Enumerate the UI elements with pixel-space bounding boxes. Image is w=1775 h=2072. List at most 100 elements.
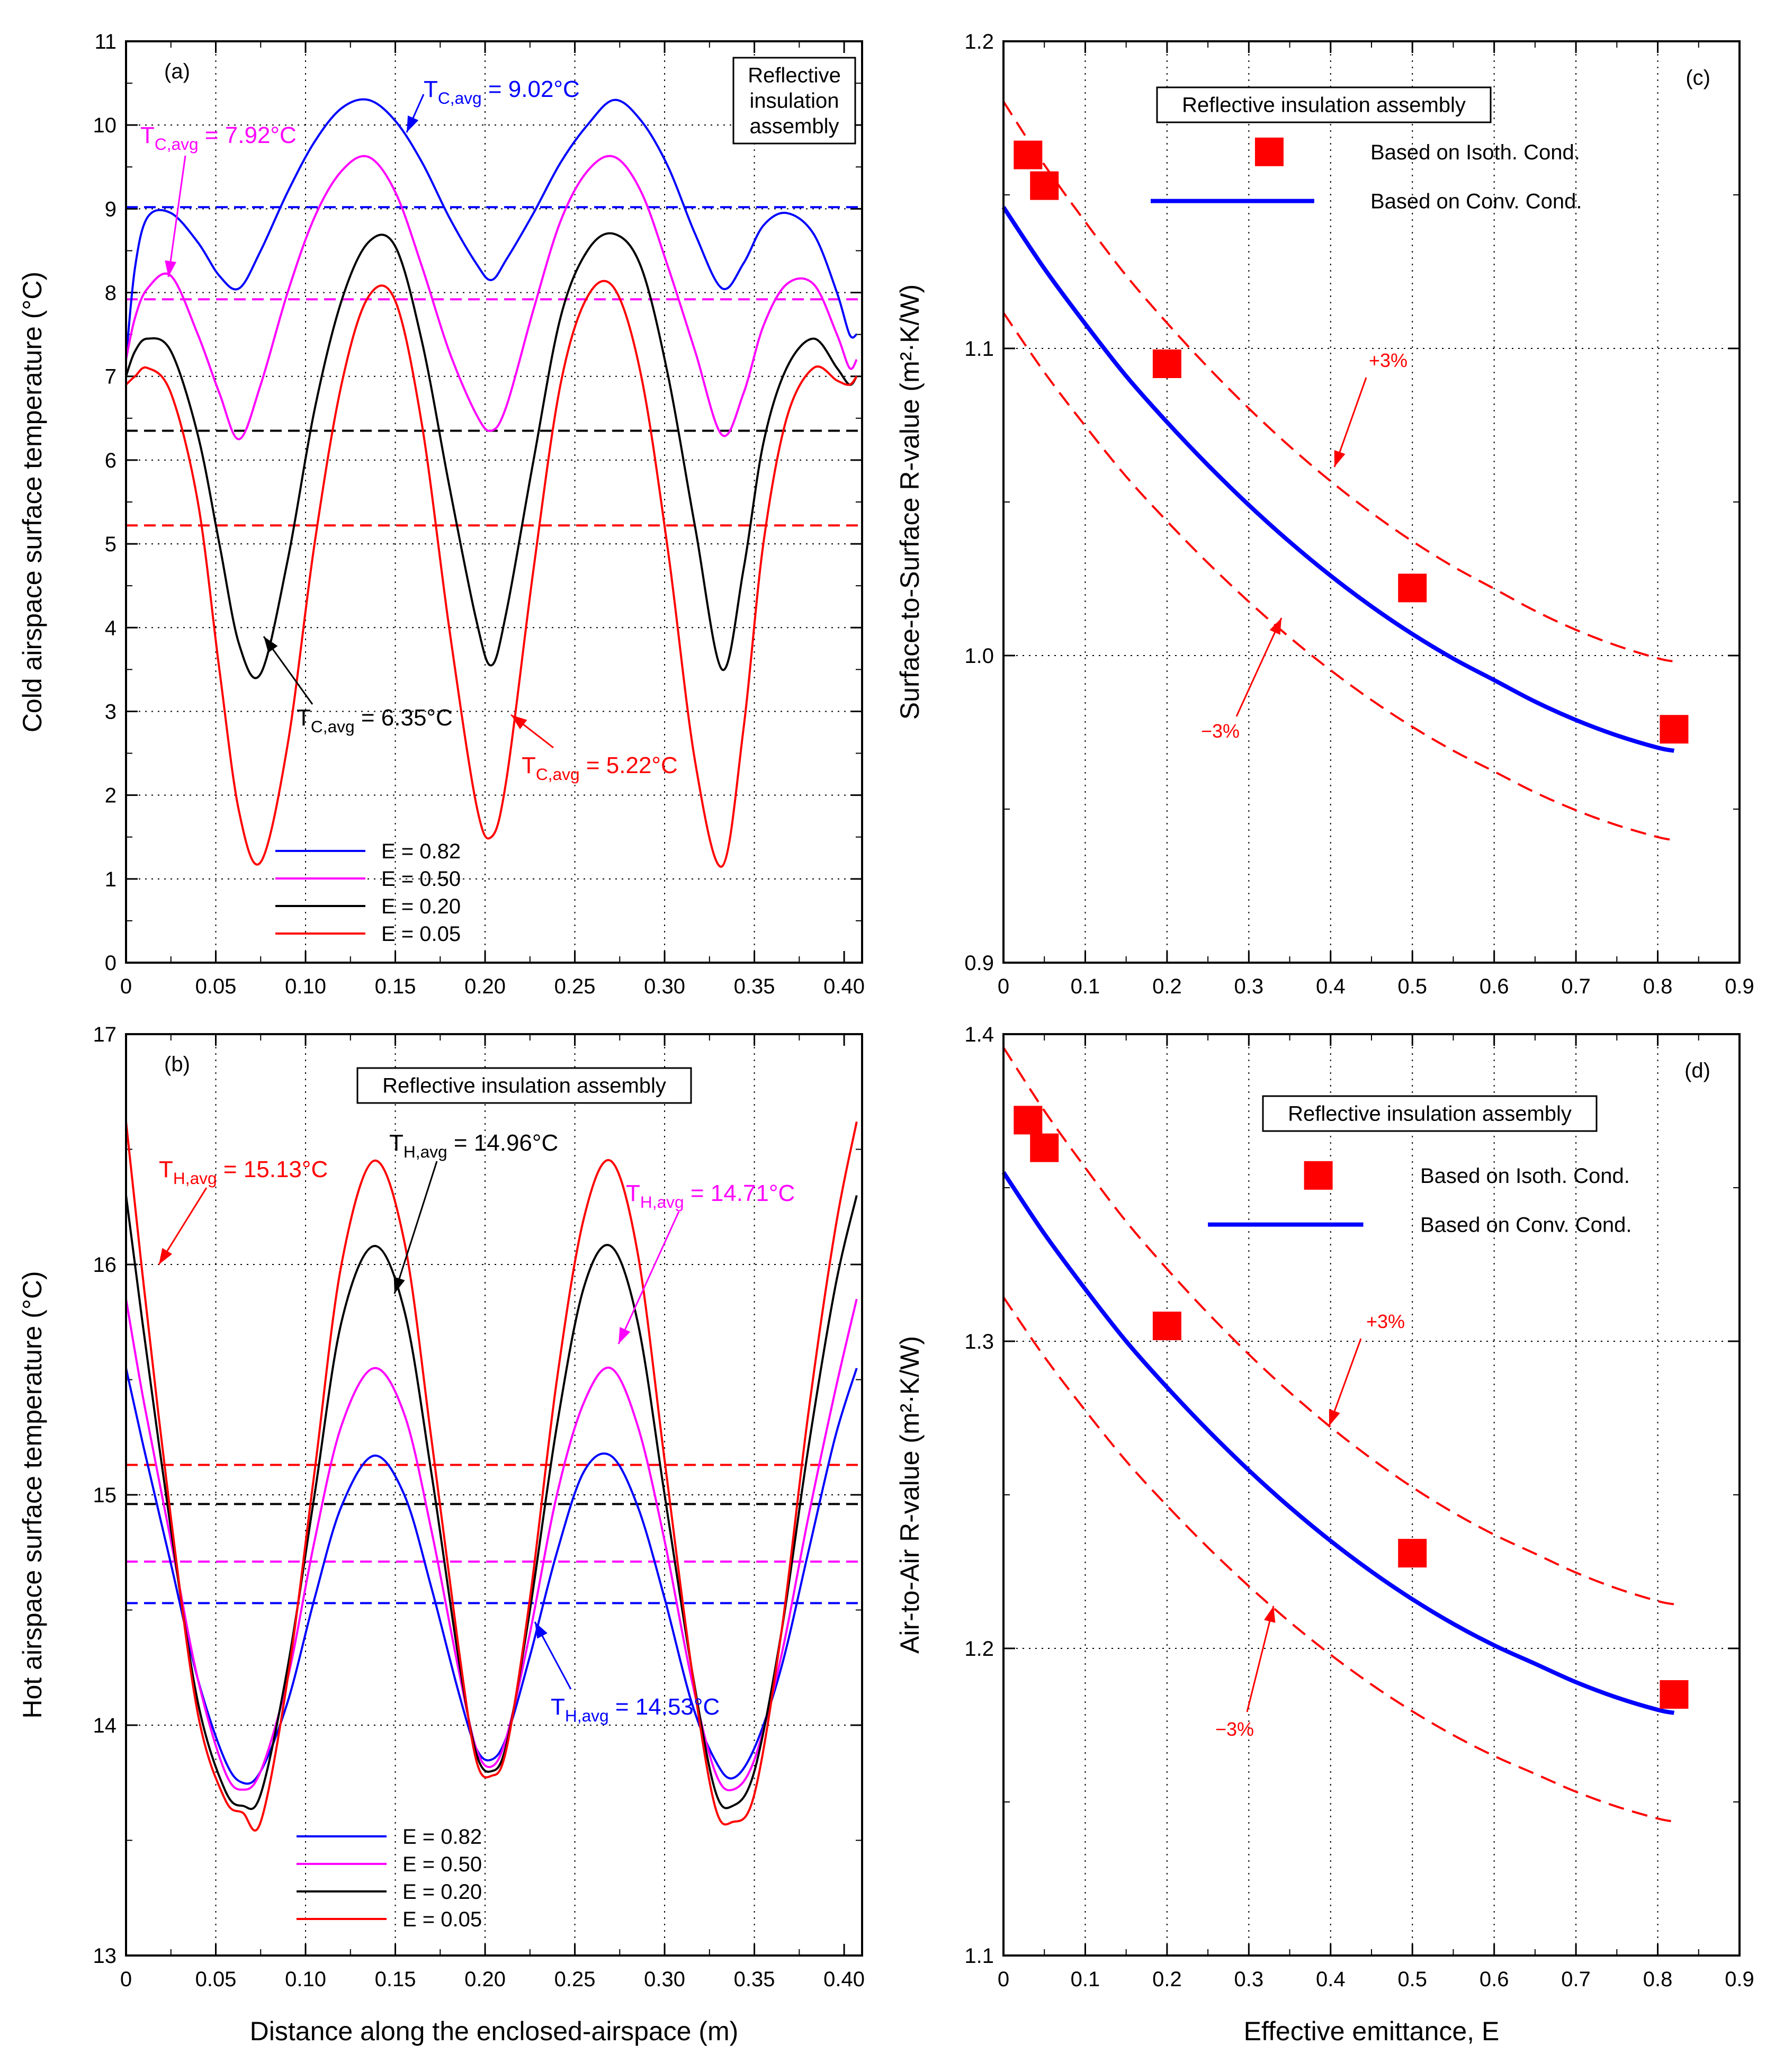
legend-label-a-2: E = 0.20 [381, 895, 461, 918]
x-tick-label-c: 0.9 [1725, 975, 1754, 998]
series-line-b-0 [125, 1368, 858, 1785]
annotation-a-1-value: = 7.92°C [199, 122, 297, 148]
x-tick-label-c: 0.1 [1071, 975, 1100, 998]
x-tick-label-d: 0.9 [1725, 1968, 1754, 1991]
conv-cond-curve-c [1001, 205, 1675, 753]
x-tick-label-b: 0.10 [285, 1968, 326, 1991]
x-tick-label-b: 0.40 [823, 1968, 865, 1991]
isoth-cond-point-d [1030, 1133, 1059, 1162]
box-label-c: Reflective insulation assembly [1182, 93, 1466, 116]
annotation-b-1-value: = 14.96°C [447, 1130, 559, 1156]
y-tick-label-a: 1 [105, 868, 116, 891]
annotation-a-0-value: = 9.02°C [482, 76, 580, 102]
annotation-arrow-b-2-head [618, 1327, 631, 1344]
isoth-cond-point-d [1660, 1680, 1689, 1709]
isoth-cond-point-c [1660, 715, 1689, 744]
annotation-a-3: TC,avg = 5.22°C [522, 752, 678, 784]
legend-swatch-isoth-c [1254, 137, 1284, 166]
plot-area-d [1003, 1034, 1740, 1956]
isoth-cond-point-d [1152, 1312, 1181, 1340]
y-tick-label-d: 1.4 [964, 1023, 994, 1046]
annotation-arrow-b-2-shaft [617, 1211, 680, 1344]
box-label-a: Reflective [748, 64, 841, 87]
legend-label-a-1: E = 0.50 [381, 867, 461, 891]
box-label-a: insulation [749, 89, 839, 112]
box-label-frame-c [1156, 86, 1492, 123]
x-tick-label-d: 0.3 [1234, 1968, 1264, 1991]
y-tick-label-a: 9 [105, 198, 116, 221]
annotation-b-0: TH,avg = 15.13°C [159, 1156, 328, 1188]
isoth-cond-point-c [1014, 140, 1043, 169]
series-line-a-1 [125, 155, 858, 441]
annotation-a-3-sub: C,avg [536, 765, 580, 784]
lower-bound-line-c [1002, 312, 1674, 841]
panel-label-d: (d) [1684, 1059, 1710, 1082]
annotation-a-3-base: T [522, 752, 536, 778]
x-tick-label-c: 0.2 [1152, 975, 1182, 998]
legend-label-b-2: E = 0.20 [402, 1880, 482, 1904]
legend-label-b-1: E = 0.50 [402, 1853, 482, 1876]
x-tick-label-b: 0 [120, 1968, 132, 1991]
annotation-a-0: TC,avg = 9.02°C [424, 76, 580, 107]
x-tick-label-c: 0.8 [1643, 975, 1673, 998]
x-tick-label-c: 0.5 [1397, 975, 1427, 998]
y-tick-label-a: 0 [105, 952, 116, 975]
y-tick-label-c: 0.9 [964, 952, 994, 975]
y-tick-label-a: 4 [105, 616, 116, 640]
y-tick-label-a: 10 [93, 114, 117, 137]
annotation-arrow-b-3-head [535, 1622, 548, 1639]
box-label-d: Reflective insulation assembly [1288, 1102, 1572, 1125]
annotation-a-2-sub: C,avg [311, 717, 355, 736]
x-tick-label-d: 0.1 [1071, 1968, 1100, 1991]
legend-label-isoth-c: Based on Isoth. Cond. [1370, 141, 1580, 164]
annotation-arrow-b-0-head [159, 1248, 173, 1264]
legend-label-conv-d: Based on Conv. Cond. [1420, 1214, 1632, 1237]
minus-bound-arrow-c-head [1269, 618, 1281, 635]
minus-bound-label-d: −3% [1215, 1718, 1254, 1740]
legend-label-conv-c: Based on Conv. Cond. [1370, 190, 1582, 213]
annotation-a-3-value: = 5.22°C [580, 752, 678, 778]
y-tick-label-a: 6 [105, 449, 116, 472]
x-axis-title-d: Effective emittance, E [1244, 2016, 1500, 2046]
isoth-cond-point-d [1398, 1539, 1427, 1568]
x-tick-label-a: 0 [120, 975, 132, 998]
plot-area-a [126, 41, 862, 963]
annotation-b-2: TH,avg = 14.71°C [626, 1180, 795, 1212]
x-tick-label-a: 0.20 [464, 975, 506, 998]
annotation-a-1-base: T [140, 122, 155, 148]
annotation-b-1-sub: H,avg [404, 1142, 447, 1161]
minus-bound-arrow-c-shaft [1235, 617, 1283, 717]
box-label-frame-a [732, 57, 856, 145]
y-tick-label-b: 13 [93, 1944, 117, 1968]
legend-label-b-0: E = 0.82 [402, 1825, 482, 1849]
y-axis-title-d: Air-to-Air R-value (m²·K/W) [895, 1336, 925, 1654]
y-tick-label-d: 1.2 [964, 1637, 994, 1661]
box-label-frame-b [356, 1067, 692, 1104]
x-tick-label-d: 0.8 [1643, 1968, 1673, 1991]
annotation-arrow-a-0-head [407, 115, 419, 132]
x-tick-label-d: 0.5 [1397, 1968, 1427, 1991]
plus-bound-label-c: +3% [1369, 349, 1408, 371]
annotation-b-2-base: T [626, 1180, 640, 1206]
y-tick-label-a: 8 [105, 282, 116, 305]
y-tick-label-a: 3 [105, 700, 116, 723]
annotation-arrow-a-1-head [165, 260, 177, 277]
panel-label-b: (b) [164, 1053, 190, 1076]
box-label-b: Reflective insulation assembly [382, 1074, 666, 1097]
series-line-b-3 [125, 1121, 858, 1832]
x-tick-label-d: 0.4 [1316, 1968, 1346, 1991]
minus-bound-arrow-d-head [1264, 1606, 1276, 1623]
y-axis-title-a: Cold airspace surface temperature (°C) [17, 272, 47, 732]
plot-frame-a [125, 40, 863, 964]
x-tick-label-a: 0.40 [823, 975, 865, 998]
x-tick-label-d: 0.6 [1480, 1968, 1509, 1991]
legend-swatch-isoth-d [1304, 1161, 1333, 1190]
legend-label-b-3: E = 0.05 [402, 1908, 482, 1931]
series-line-a-2 [125, 232, 858, 679]
x-tick-label-d: 0.2 [1152, 1968, 1182, 1991]
series-line-a-3 [125, 280, 858, 868]
x-tick-label-c: 0.3 [1234, 975, 1264, 998]
y-axis-title-b: Hot airspace surface temperature (°C) [17, 1271, 47, 1718]
y-tick-label-c: 1.2 [964, 30, 994, 53]
x-tick-label-b: 0.30 [644, 1968, 685, 1991]
